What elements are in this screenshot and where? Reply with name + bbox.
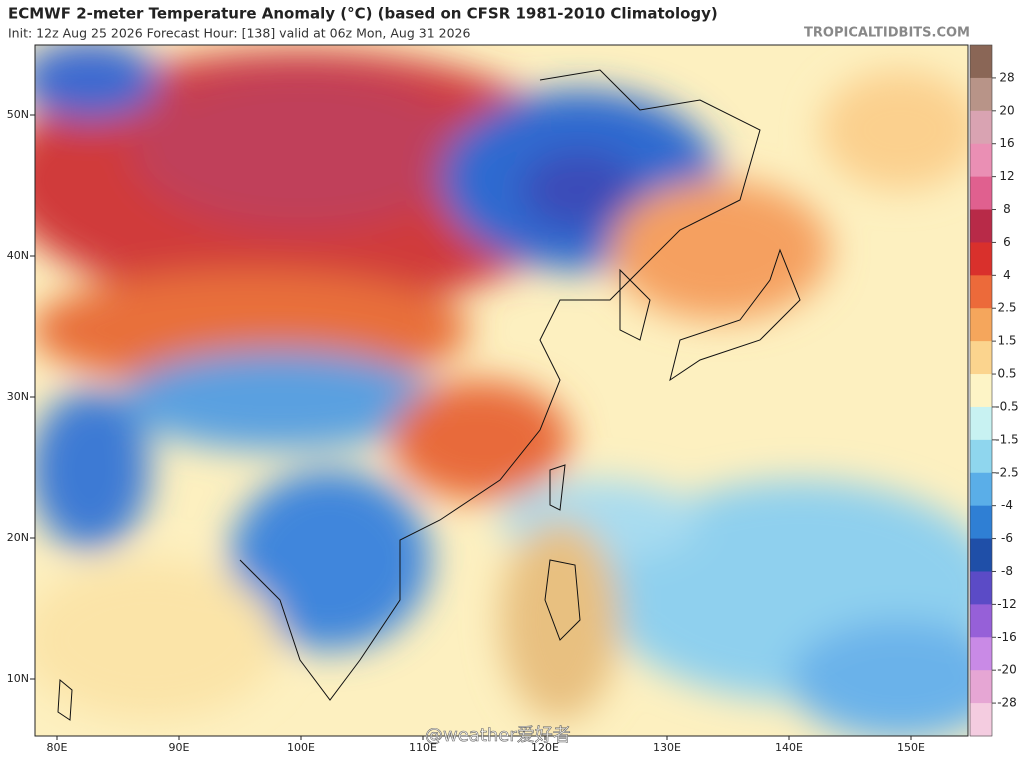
colorbar-frame — [969, 44, 993, 737]
colorbar-swatch — [970, 275, 992, 309]
title: ECMWF 2-meter Temperature Anomaly (°C) (… — [8, 5, 718, 23]
watermark: @weather爱好者 — [425, 725, 571, 746]
lat-label: 50N — [7, 108, 29, 121]
colorbar-swatch — [970, 604, 992, 638]
lon-label: 130E — [653, 741, 681, 754]
colorbar-label: 12 — [999, 169, 1014, 183]
colorbar-label: -16 — [997, 630, 1017, 644]
lat-label: 40N — [7, 249, 29, 262]
colorbar-label: -2.5 — [995, 465, 1018, 479]
subtitle: Init: 12z Aug 25 2026 Forecast Hour: [13… — [8, 26, 470, 41]
lon-label: 80E — [47, 741, 68, 754]
colorbar-swatch — [970, 341, 992, 375]
colorbar-label: 8 — [1003, 202, 1011, 216]
colorbar-swatch — [970, 374, 992, 408]
colorbar-swatch — [970, 308, 992, 342]
lon-label: 110E — [409, 741, 437, 754]
lon-label: 140E — [775, 741, 803, 754]
colorbar-swatch — [970, 143, 992, 178]
colorbar-label: -6 — [1001, 531, 1013, 545]
colorbar-label: -1.5 — [995, 432, 1018, 446]
lon-label: 120E — [531, 741, 559, 754]
colorbar-label: 0.5 — [997, 367, 1016, 381]
source: TROPICALTIDBITS.COM — [804, 26, 970, 41]
colorbar-swatch — [970, 406, 992, 441]
lon-label: 150E — [897, 741, 925, 754]
colorbar-swatch — [970, 45, 992, 79]
colorbar-label: 28 — [999, 70, 1014, 84]
colorbar-swatch — [970, 439, 992, 474]
colorbar-swatch — [970, 637, 992, 671]
colorbar-swatch — [970, 670, 992, 704]
lon-label: 90E — [169, 741, 190, 754]
colorbar-swatch — [970, 77, 992, 112]
colorbar-label: -28 — [997, 696, 1017, 710]
colorbar-label: 2.5 — [997, 301, 1016, 315]
colorbar-swatch — [970, 571, 992, 605]
colorbar-label: -4 — [1001, 498, 1013, 512]
lon-label: 100E — [287, 741, 315, 754]
colorbar-label: -12 — [997, 597, 1017, 611]
colorbar-label: 6 — [1003, 235, 1011, 249]
colorbar-swatch — [970, 472, 992, 507]
colorbar-label: -20 — [997, 663, 1017, 677]
colorbar-swatch — [970, 209, 992, 243]
colorbar-swatch — [970, 703, 992, 737]
map-frame — [34, 44, 969, 737]
lat-label: 20N — [7, 531, 29, 544]
colorbar-label: 16 — [999, 136, 1014, 150]
colorbar-label: 1.5 — [997, 334, 1016, 348]
colorbar-label: -0.5 — [995, 399, 1018, 413]
lat-label: 30N — [7, 390, 29, 403]
colorbar-swatch — [970, 242, 992, 276]
colorbar-label: -8 — [1001, 564, 1013, 578]
colorbar-swatch — [970, 110, 992, 145]
lat-label: 10N — [7, 672, 29, 685]
colorbar-label: 20 — [999, 103, 1014, 117]
map-field — [35, 45, 968, 736]
colorbar-swatch — [970, 176, 992, 211]
colorbar-swatch — [970, 505, 992, 540]
colorbar-label: 4 — [1003, 268, 1011, 282]
colorbar-swatch — [970, 538, 992, 572]
